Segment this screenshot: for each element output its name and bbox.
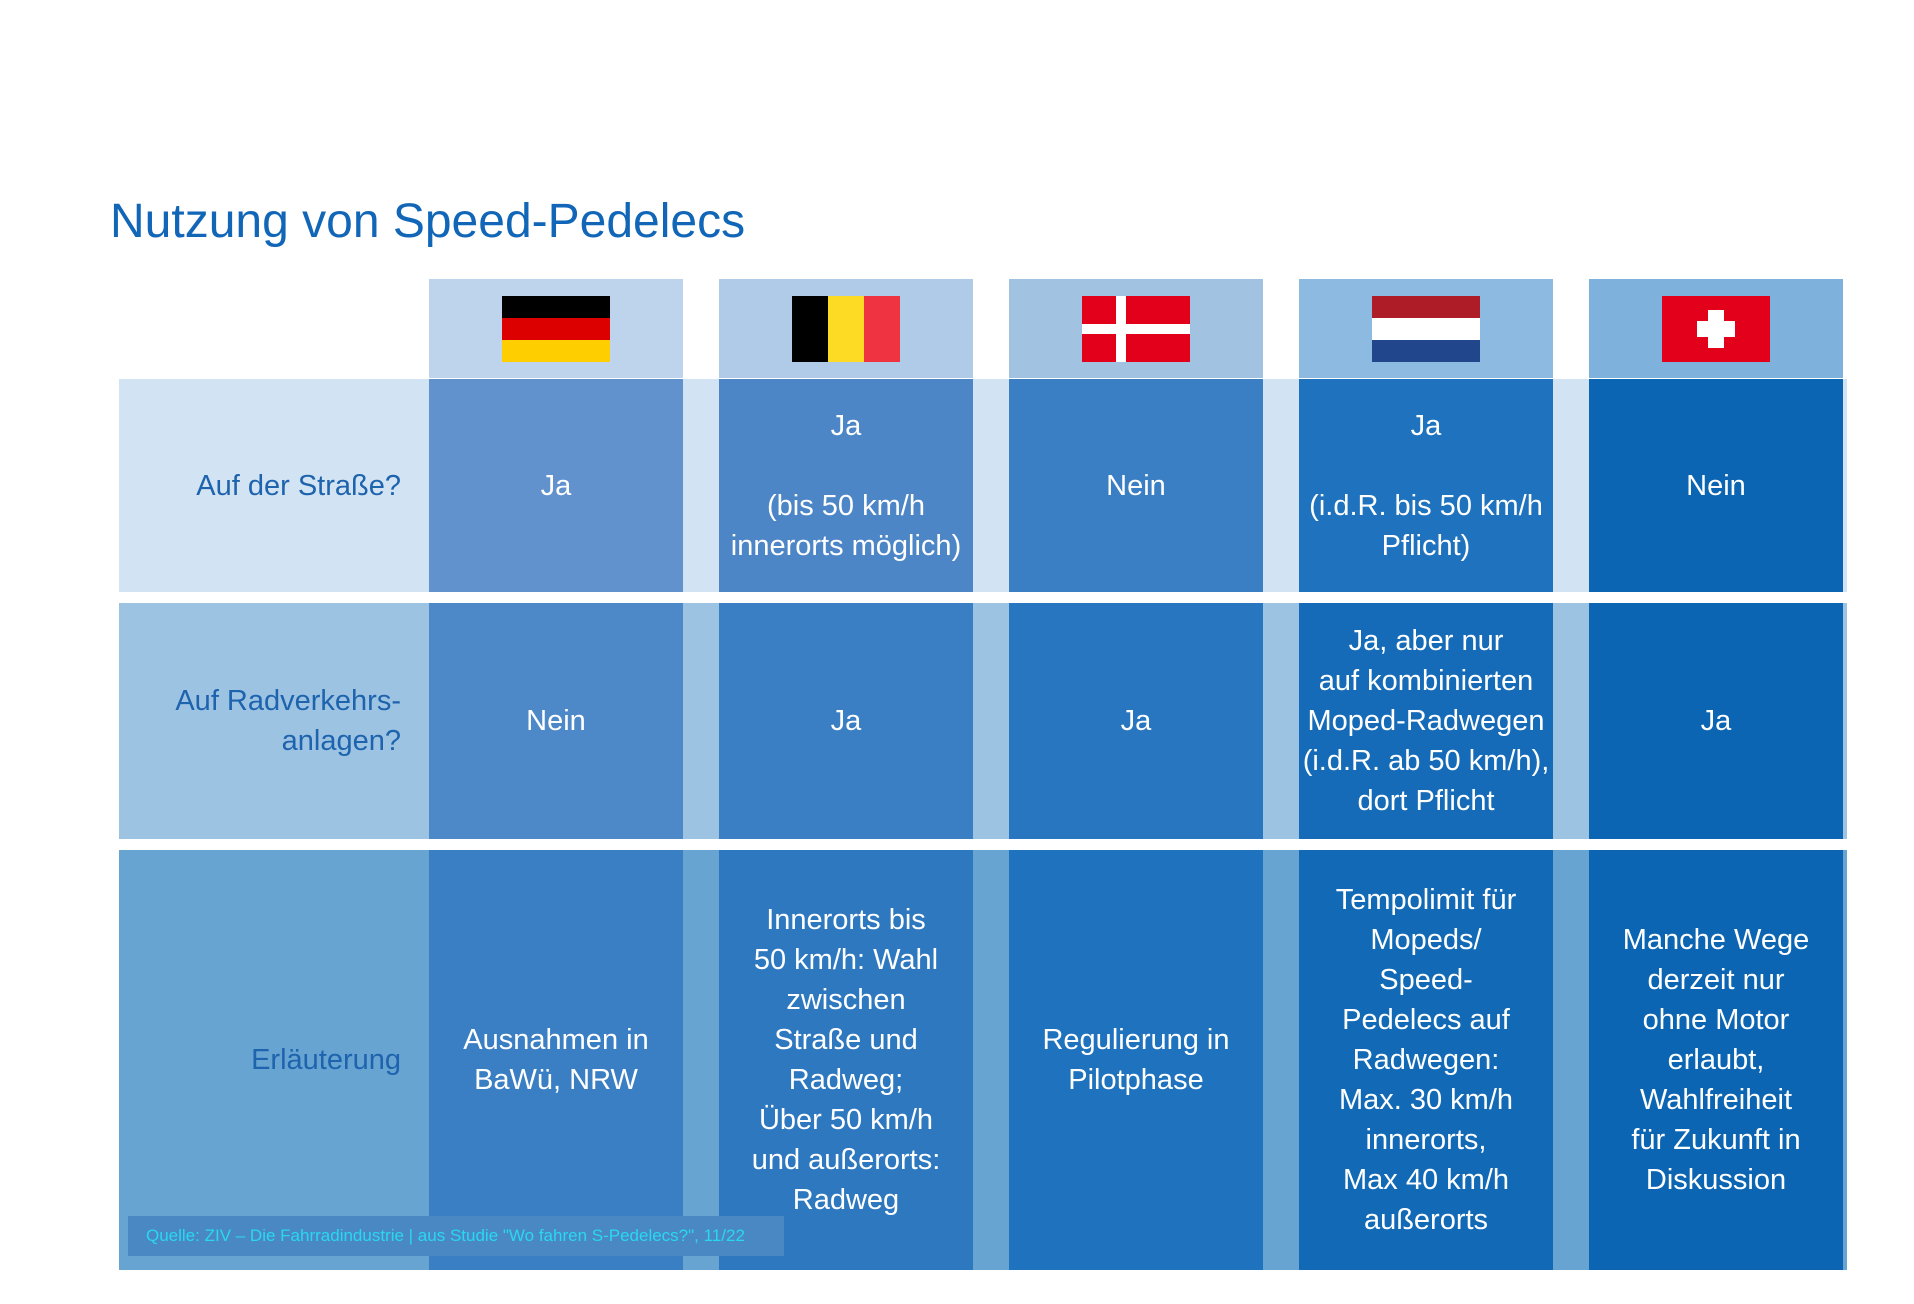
flag-cell-germany <box>429 279 683 378</box>
netherlands-flag-icon <box>1372 295 1480 362</box>
row-band-street <box>119 379 1847 592</box>
denmark-flag-icon <box>1082 295 1190 362</box>
cell-cycle-paths-belgium: Ja <box>719 603 973 839</box>
flag-cell-belgium <box>719 279 973 378</box>
row-band-cycle-paths <box>119 603 1847 839</box>
cell-explanation-switzerland: Manche Wege derzeit nur ohne Motor erlau… <box>1589 850 1843 1270</box>
row-label-cycle-paths: Auf Radverkehrs- anlagen? <box>175 685 401 757</box>
cell-street-germany: Ja <box>429 379 683 592</box>
flag-cell-switzerland <box>1589 279 1843 378</box>
cell-street-belgium: Ja (bis 50 km/h innerorts möglich) <box>719 379 973 592</box>
flag-cell-netherlands <box>1299 279 1553 378</box>
row-band-explanation <box>119 850 1847 1270</box>
belgium-flag-icon <box>792 295 900 362</box>
flag-cell-denmark <box>1009 279 1263 378</box>
row-label-street: Auf der Straße? <box>196 469 401 502</box>
page-title: Nutzung von Speed-Pedelecs <box>110 195 746 248</box>
cell-street-netherlands: Ja (i.d.R. bis 50 km/h Pflicht) <box>1299 379 1553 592</box>
cell-explanation-denmark: Regulierung in Pilotphase <box>1009 850 1263 1270</box>
source-note: Quelle: ZIV – Die Fahrradindustrie | aus… <box>128 1216 784 1256</box>
cell-street-denmark: Nein <box>1009 379 1263 592</box>
cell-cycle-paths-denmark: Ja <box>1009 603 1263 839</box>
cell-cycle-paths-switzerland: Ja <box>1589 603 1843 839</box>
cell-cycle-paths-netherlands: Ja, aber nur auf kombinierten Moped-Radw… <box>1299 603 1553 839</box>
switzerland-flag-icon <box>1662 295 1770 362</box>
cell-cycle-paths-germany: Nein <box>429 603 683 839</box>
cell-street-switzerland: Nein <box>1589 379 1843 592</box>
germany-flag-icon <box>502 295 610 362</box>
cell-explanation-belgium: Innerorts bis 50 km/h: Wahl zwischen Str… <box>719 850 973 1270</box>
row-label-explanation: Erläuterung <box>251 1044 401 1076</box>
cell-explanation-germany: Ausnahmen in BaWü, NRW <box>429 850 683 1270</box>
cell-explanation-netherlands: Tempolimit für Mopeds/ Speed- Pedelecs a… <box>1299 850 1553 1270</box>
